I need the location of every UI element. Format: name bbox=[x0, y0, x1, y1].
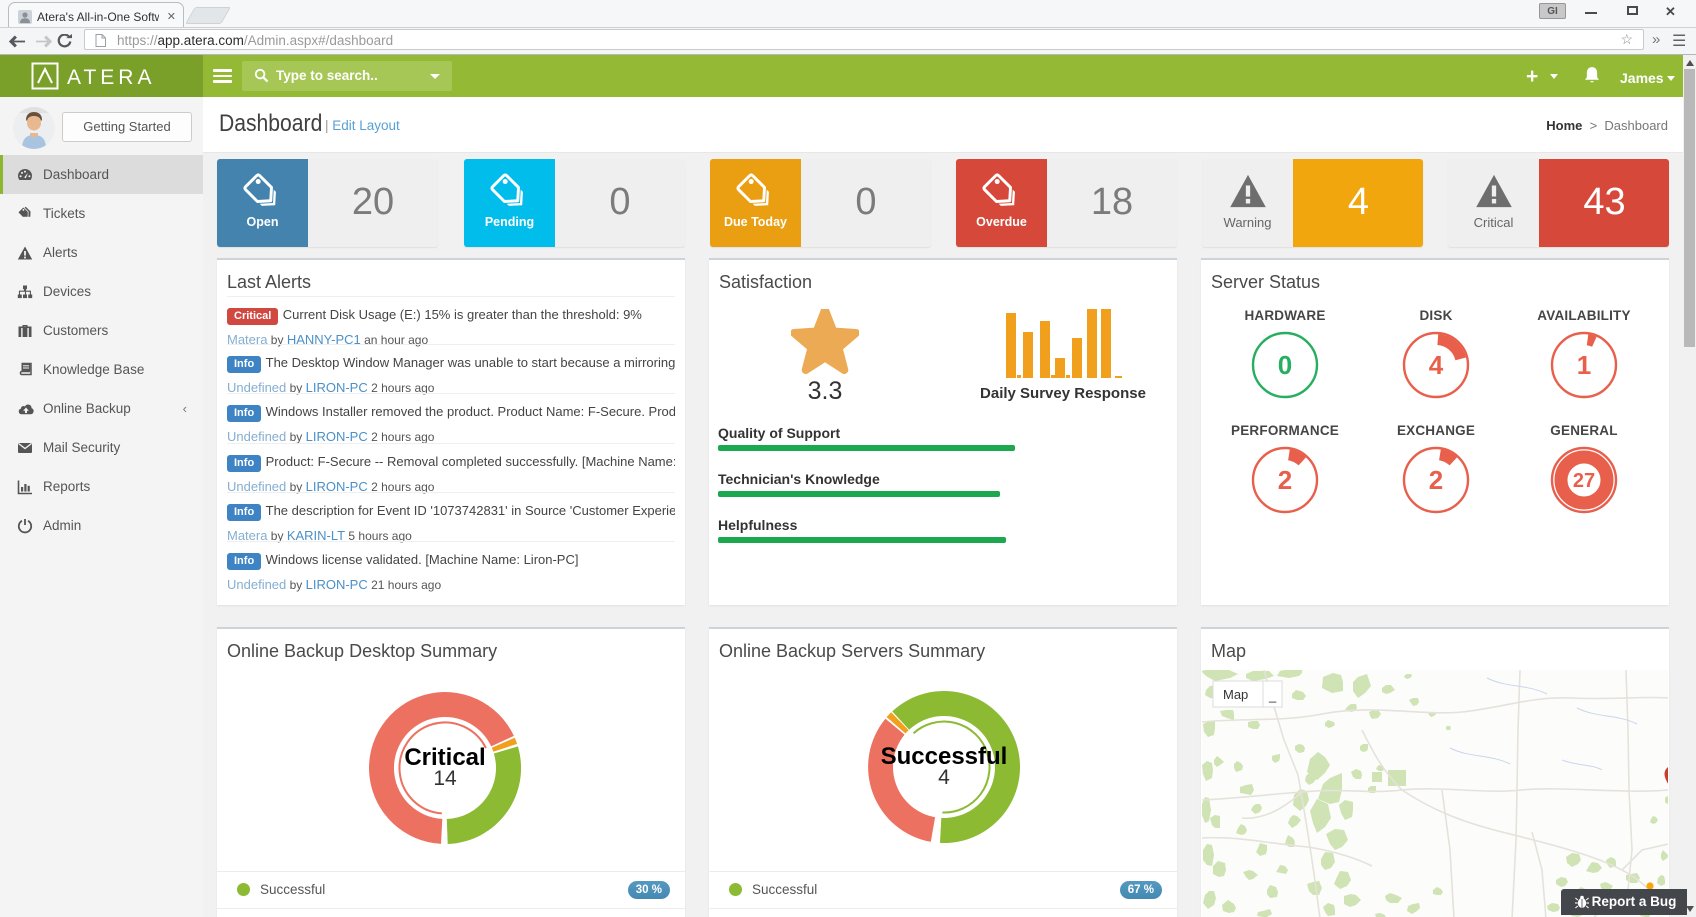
svg-text:_: _ bbox=[1268, 688, 1277, 703]
svg-text:27: 27 bbox=[1573, 470, 1595, 492]
svg-text:Map: Map bbox=[1223, 687, 1248, 702]
svg-text:0: 0 bbox=[1278, 350, 1292, 380]
svg-text:4: 4 bbox=[938, 766, 950, 789]
svg-text:4: 4 bbox=[1429, 350, 1444, 380]
svg-text:Critical: Critical bbox=[404, 744, 485, 771]
svg-text:2: 2 bbox=[1278, 465, 1292, 495]
svg-text:1: 1 bbox=[1577, 350, 1591, 380]
svg-text:2: 2 bbox=[1429, 465, 1443, 495]
svg-text:Successful: Successful bbox=[881, 743, 1008, 770]
svg-text:14: 14 bbox=[433, 767, 457, 790]
svg-text:ATERA: ATERA bbox=[67, 66, 155, 89]
